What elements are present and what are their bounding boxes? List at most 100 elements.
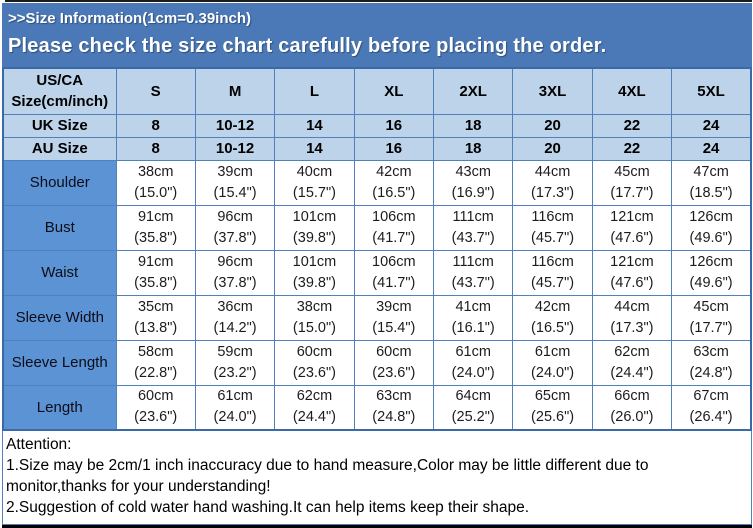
top-border-line bbox=[5, 0, 752, 2]
uk-size-value: 16 bbox=[353, 113, 435, 138]
measurement-value-cell: 121cm (47.6") bbox=[591, 249, 673, 296]
cm-value: 121cm bbox=[610, 253, 654, 270]
measurement-value-cell: 96cm (37.8") bbox=[194, 249, 276, 296]
cm-value: 35cm bbox=[137, 298, 174, 315]
measurement-row: Bust 91cm (35.8") 96cm (37.8") 101cm (39.8") 10… bbox=[2, 204, 752, 251]
cm-value: 116cm bbox=[531, 253, 574, 270]
measurement-value-cell: 39cm (15.4") bbox=[194, 159, 276, 206]
inch-value: (24.4") bbox=[292, 409, 336, 426]
inch-value: (23.2") bbox=[213, 364, 257, 381]
uk-size-value: 22 bbox=[591, 113, 673, 138]
uk-size-value: 24 bbox=[671, 113, 752, 138]
cm-value: 43cm bbox=[455, 163, 491, 180]
inch-value: (24.8") bbox=[689, 364, 733, 381]
size-column-header: 3XL bbox=[512, 67, 593, 115]
measurement-row: Sleeve Width 35cm (13.8") 36cm (14.2") 38cm (1… bbox=[2, 294, 752, 341]
uk-size-value: 14 bbox=[274, 113, 355, 138]
au-size-label: AU Size bbox=[2, 136, 117, 161]
uk-size-label: UK Size bbox=[2, 113, 117, 138]
cm-value: 62cm bbox=[614, 343, 650, 360]
measurement-value-cell: 58cm (22.8") bbox=[115, 339, 196, 386]
measurement-value-cell: 35cm (13.8") bbox=[115, 294, 196, 341]
cm-value: 91cm bbox=[137, 253, 174, 270]
inch-value: (39.8") bbox=[292, 229, 336, 246]
measurement-value-cell: 64cm (25.2") bbox=[432, 384, 514, 431]
size-column-header: 2XL bbox=[432, 67, 514, 115]
cm-value: 64cm bbox=[455, 388, 491, 405]
cm-value: 65cm bbox=[534, 388, 571, 405]
cm-value: 36cm bbox=[217, 298, 253, 315]
measurement-label: Waist bbox=[2, 249, 117, 296]
measurement-value-cell: 62cm (24.4") bbox=[274, 384, 355, 431]
banner-title: >>Size Information(1cm=0.39inch) bbox=[8, 10, 251, 27]
au-size-value: 18 bbox=[432, 136, 514, 161]
cm-value: 61cm bbox=[534, 343, 571, 360]
measurement-value-cell: 63cm (24.8") bbox=[671, 339, 752, 386]
measurement-value-cell: 101cm (39.8") bbox=[274, 204, 355, 251]
uk-size-value: 10-12 bbox=[194, 113, 276, 138]
cm-value: 45cm bbox=[614, 163, 650, 180]
inch-value: (15.4") bbox=[372, 319, 416, 336]
inch-value: (25.2") bbox=[451, 409, 495, 426]
inch-value: (49.6") bbox=[689, 229, 733, 246]
size-chart-head: US/CA Size(cm/inch) S M L XL 2XL 3XL 4XL 5XL UK Si… bbox=[2, 67, 752, 161]
inch-value: (47.6") bbox=[610, 229, 654, 246]
cm-value: 58cm bbox=[137, 343, 174, 360]
measurement-value-cell: 111cm (43.7") bbox=[432, 249, 514, 296]
cm-value: 59cm bbox=[217, 343, 253, 360]
inch-value: (24.4") bbox=[610, 364, 654, 381]
measurement-value-cell: 38cm (15.0") bbox=[115, 159, 196, 206]
measurement-value-cell: 36cm (14.2") bbox=[194, 294, 276, 341]
cm-value: 111cm bbox=[452, 208, 494, 225]
measurement-label: Shoulder bbox=[2, 159, 117, 206]
size-chart-table: US/CA Size(cm/inch) S M L XL 2XL 3XL 4XL 5XL UK Si… bbox=[2, 67, 752, 431]
inch-value: (16.5") bbox=[531, 319, 575, 336]
measurement-value-cell: 45cm (17.7") bbox=[671, 294, 752, 341]
cm-value: 44cm bbox=[534, 163, 571, 180]
measurement-row: Length 60cm (23.6") 61cm (24.0") 62cm (24.4") 6… bbox=[2, 384, 752, 431]
inch-value: (24.0") bbox=[213, 409, 257, 426]
cm-value: 111cm bbox=[452, 253, 494, 270]
au-size-value: 14 bbox=[274, 136, 355, 161]
measurement-value-cell: 67cm (26.4") bbox=[671, 384, 752, 431]
inch-value: (17.3") bbox=[531, 184, 575, 201]
inch-value: (37.8") bbox=[213, 229, 257, 246]
inch-value: (15.0") bbox=[134, 184, 178, 201]
measurement-label: Sleeve Width bbox=[2, 294, 117, 341]
inch-value: (35.8") bbox=[134, 274, 178, 291]
measurement-value-cell: 42cm (16.5") bbox=[512, 294, 593, 341]
au-size-value: 24 bbox=[671, 136, 752, 161]
size-column-header: L bbox=[274, 67, 355, 115]
inch-value: (24.0") bbox=[451, 364, 495, 381]
cm-value: 106cm bbox=[372, 208, 416, 225]
size-header-row: US/CA Size(cm/inch) S M L XL 2XL 3XL 4XL 5XL bbox=[2, 67, 752, 115]
measurement-value-cell: 62cm (24.4") bbox=[591, 339, 673, 386]
measurement-value-cell: 66cm (26.0") bbox=[591, 384, 673, 431]
cm-value: 61cm bbox=[455, 343, 491, 360]
cm-value: 38cm bbox=[296, 298, 333, 315]
cm-value: 42cm bbox=[534, 298, 571, 315]
uk-size-value: 18 bbox=[432, 113, 514, 138]
inch-value: (37.8") bbox=[213, 274, 257, 291]
inch-value: (24.0") bbox=[531, 364, 575, 381]
measurement-value-cell: 106cm (41.7") bbox=[353, 249, 435, 296]
cm-value: 63cm bbox=[693, 343, 729, 360]
inch-value: (18.5") bbox=[689, 184, 733, 201]
cm-value: 62cm bbox=[296, 388, 333, 405]
inch-value: (41.7") bbox=[372, 229, 416, 246]
measurement-value-cell: 43cm (16.9") bbox=[432, 159, 514, 206]
measurement-value-cell: 116cm (45.7") bbox=[512, 249, 593, 296]
measurement-value-cell: 91cm (35.8") bbox=[115, 249, 196, 296]
measurement-label: Sleeve Length bbox=[2, 339, 117, 386]
inch-value: (15.7") bbox=[292, 184, 336, 201]
attention-title: Attention: bbox=[6, 436, 72, 453]
inch-value: (22.8") bbox=[134, 364, 178, 381]
inch-value: (17.7") bbox=[689, 319, 733, 336]
measurement-value-cell: 121cm (47.6") bbox=[591, 204, 673, 251]
au-size-value: 22 bbox=[591, 136, 673, 161]
measurement-value-cell: 39cm (15.4") bbox=[353, 294, 435, 341]
cm-value: 60cm bbox=[296, 343, 333, 360]
measurement-row: Shoulder 38cm (15.0") 39cm (15.4") 40cm (15.7"… bbox=[2, 159, 752, 206]
au-size-value: 10-12 bbox=[194, 136, 276, 161]
inch-value: (15.4") bbox=[213, 184, 257, 201]
